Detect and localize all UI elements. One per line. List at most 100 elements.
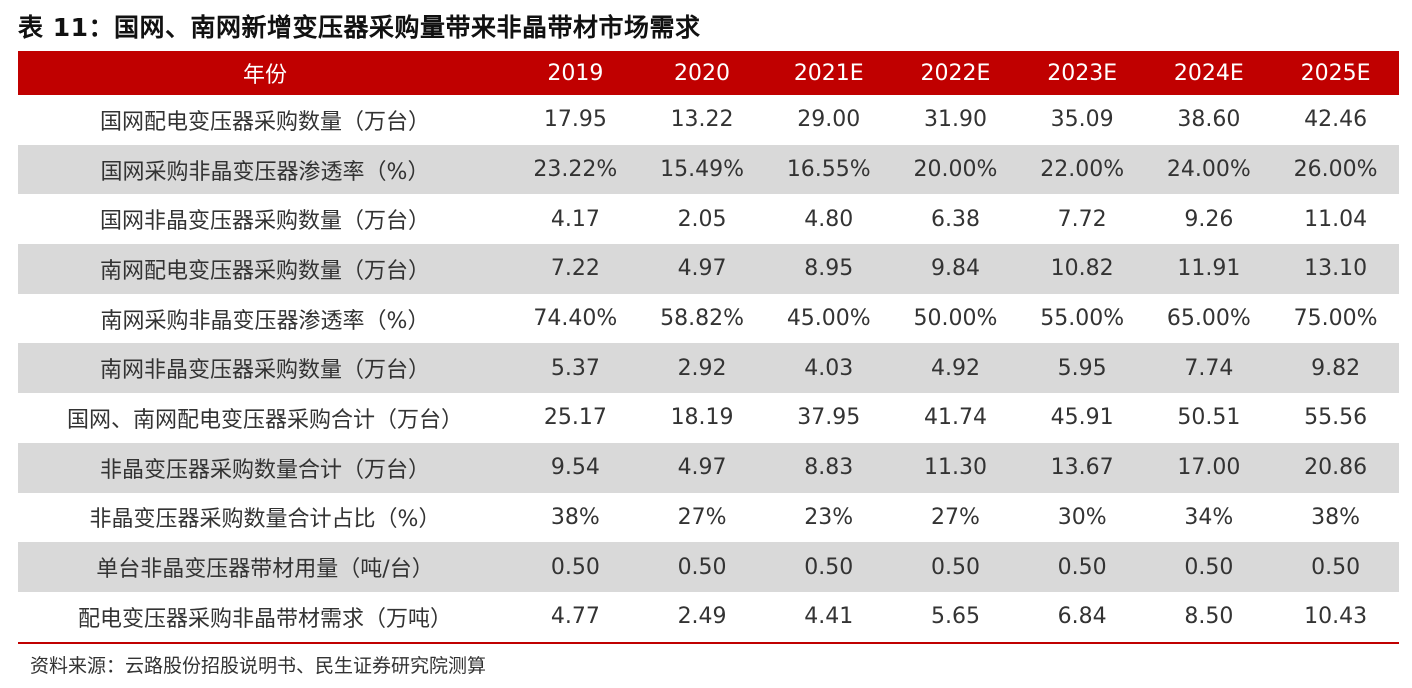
value-cell: 16.55% bbox=[765, 144, 893, 195]
row-label: 非晶变压器采购数量合计（万台） bbox=[18, 442, 512, 493]
value-cell: 23% bbox=[804, 504, 854, 530]
value-cell: 37.95 bbox=[797, 405, 861, 431]
value-cell: 35.09 bbox=[1050, 107, 1114, 133]
value-cell: 20.00% bbox=[892, 144, 1019, 195]
value-cell: 50.00% bbox=[913, 306, 998, 332]
value-cell: 27% bbox=[931, 504, 980, 530]
value-cell: 9.82 bbox=[1272, 343, 1399, 394]
row-label: 配电变压器采购非晶带材需求（万吨） bbox=[77, 606, 452, 632]
source-note: 资料来源：云路股份招股说明书、民生证券研究院测算 bbox=[30, 655, 487, 677]
row-label: 非晶变压器采购数量合计占比（%） bbox=[89, 507, 441, 533]
value-cell: 4.77 bbox=[550, 604, 600, 630]
value-cell: 8.83 bbox=[765, 442, 893, 493]
table-row: 非晶变压器采购数量合计占比（%） 38% 27% 23% 27% 30% 34% 38% bbox=[18, 493, 1399, 543]
table-row: 单台非晶变压器带材用量（吨/台） 0.50 0.50 0.50 0.50 0.50 0.50… bbox=[18, 542, 1399, 592]
value-cell: 30% bbox=[1057, 504, 1107, 530]
value-cell: 7.22 bbox=[512, 244, 639, 294]
value-cell: 38% bbox=[550, 504, 600, 530]
value-cell: 42.46 bbox=[1304, 107, 1368, 133]
row-label: 国网配电变压器采购数量（万台） bbox=[99, 109, 430, 135]
value-cell: 2.49 bbox=[677, 604, 727, 630]
value-cell: 0.50 bbox=[1272, 542, 1399, 592]
value-cell: 0.50 bbox=[638, 542, 766, 592]
value-cell: 50.51 bbox=[1177, 405, 1241, 431]
value-cell: 9.54 bbox=[512, 442, 639, 493]
value-cell: 4.97 bbox=[638, 244, 766, 294]
data-table: 年份 2019 2020 2021E 2022E 2023E 2024E 202… bbox=[18, 51, 1399, 642]
value-cell: 4.41 bbox=[804, 604, 854, 630]
header-cell-year: 2021E bbox=[765, 51, 893, 95]
value-cell: 4.17 bbox=[550, 206, 600, 232]
header-cell-year: 2024E bbox=[1145, 51, 1273, 95]
value-cell: 38% bbox=[1311, 504, 1361, 530]
value-cell: 41.74 bbox=[923, 405, 987, 431]
value-cell: 8.95 bbox=[765, 244, 893, 294]
value-cell: 0.50 bbox=[892, 542, 1019, 592]
header-cell-year: 2020 bbox=[638, 51, 766, 95]
value-cell: 5.95 bbox=[1018, 343, 1146, 394]
table-row: 南网非晶变压器采购数量（万台） 5.37 2.92 4.03 4.92 5.95 7.74 9… bbox=[18, 343, 1399, 394]
value-cell: 11.30 bbox=[892, 442, 1019, 493]
table-row: 国网配电变压器采购数量（万台） 17.95 13.22 29.00 31.90 35.09… bbox=[18, 95, 1399, 145]
header-row: 年份 2019 2020 2021E 2022E 2023E 2024E 202… bbox=[18, 51, 1399, 95]
value-cell: 27% bbox=[677, 504, 727, 530]
value-cell: 6.84 bbox=[1057, 604, 1107, 630]
value-cell: 17.00 bbox=[1145, 442, 1273, 493]
row-label: 国网非晶变压器采购数量（万台） bbox=[99, 209, 430, 235]
table-row: 国网非晶变压器采购数量（万台） 4.17 2.05 4.80 6.38 7.72 9.26 1… bbox=[18, 194, 1399, 244]
row-label: 国网、南网配电变压器采购合计（万台） bbox=[66, 407, 463, 433]
value-cell: 5.65 bbox=[930, 604, 980, 630]
value-cell: 2.92 bbox=[638, 343, 766, 394]
value-cell: 0.50 bbox=[765, 542, 893, 592]
value-cell: 2.05 bbox=[677, 206, 727, 232]
table-row: 配电变压器采购非晶带材需求（万吨） 4.77 2.49 4.41 5.65 6.84 8.5… bbox=[18, 592, 1399, 642]
value-cell: 31.90 bbox=[923, 107, 987, 133]
header-cell-year: 2025E bbox=[1272, 51, 1399, 95]
value-cell: 65.00% bbox=[1166, 306, 1251, 332]
value-cell: 20.86 bbox=[1272, 442, 1399, 493]
value-cell: 5.37 bbox=[512, 343, 639, 394]
table-row: 南网采购非晶变压器渗透率（%） 74.40% 58.82% 45.00% 50.00% 5… bbox=[18, 294, 1399, 344]
header-cell-year: 2022E bbox=[892, 51, 1019, 95]
header-cell-year: 2023E bbox=[1018, 51, 1146, 95]
row-label: 国网采购非晶变压器渗透率（%） bbox=[18, 144, 512, 195]
table-row: 南网配电变压器采购数量（万台） 7.22 4.97 8.95 9.84 10.82 11.9… bbox=[18, 244, 1399, 294]
value-cell: 25.17 bbox=[543, 405, 607, 431]
value-cell: 8.50 bbox=[1184, 604, 1234, 630]
value-cell: 22.00% bbox=[1018, 144, 1146, 195]
value-cell: 17.95 bbox=[543, 107, 607, 133]
value-cell: 45.00% bbox=[786, 306, 871, 332]
table-bottom-rule bbox=[18, 642, 1399, 644]
value-cell: 45.91 bbox=[1050, 405, 1114, 431]
table-row: 国网、南网配电变压器采购合计（万台） 25.17 18.19 37.95 41.74 45… bbox=[18, 393, 1399, 443]
value-cell: 0.50 bbox=[1018, 542, 1146, 592]
value-cell: 26.00% bbox=[1272, 144, 1399, 195]
value-cell: 13.67 bbox=[1018, 442, 1146, 493]
value-cell: 18.19 bbox=[670, 405, 734, 431]
value-cell: 11.91 bbox=[1145, 244, 1273, 294]
row-label: 南网非晶变压器采购数量（万台） bbox=[18, 343, 512, 394]
header-cell-year: 2019 bbox=[512, 51, 639, 95]
value-cell: 38.60 bbox=[1177, 107, 1241, 133]
row-label: 南网配电变压器采购数量（万台） bbox=[18, 244, 512, 294]
value-cell: 10.43 bbox=[1304, 604, 1368, 630]
value-cell: 24.00% bbox=[1145, 144, 1273, 195]
table-row: 非晶变压器采购数量合计（万台） 9.54 4.97 8.83 11.30 13.67 17.… bbox=[18, 442, 1399, 493]
value-cell: 23.22% bbox=[512, 144, 639, 195]
table-title: 表 11：国网、南网新增变压器采购量带来非晶带材市场需求 bbox=[18, 13, 701, 42]
value-cell: 15.49% bbox=[638, 144, 766, 195]
value-cell: 29.00 bbox=[797, 107, 861, 133]
value-cell: 55.00% bbox=[1040, 306, 1125, 332]
value-cell: 13.22 bbox=[670, 107, 734, 133]
value-cell: 10.82 bbox=[1018, 244, 1146, 294]
table-row: 国网采购非晶变压器渗透率（%） 23.22% 15.49% 16.55% 20.00% 2… bbox=[18, 144, 1399, 195]
value-cell: 55.56 bbox=[1304, 405, 1368, 431]
value-cell: 0.50 bbox=[512, 542, 639, 592]
row-label: 南网采购非晶变压器渗透率（%） bbox=[100, 308, 430, 334]
value-cell: 4.80 bbox=[804, 206, 854, 232]
value-cell: 11.04 bbox=[1304, 206, 1368, 232]
value-cell: 58.82% bbox=[660, 306, 744, 332]
value-cell: 4.03 bbox=[765, 343, 893, 394]
value-cell: 75.00% bbox=[1293, 306, 1378, 332]
value-cell: 7.74 bbox=[1145, 343, 1273, 394]
